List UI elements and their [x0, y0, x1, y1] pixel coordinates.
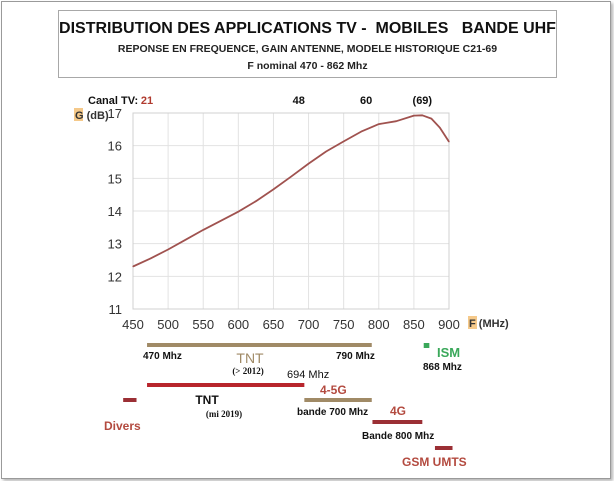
channel-row-label: Canal TV: — [88, 95, 138, 107]
band-label: 790 Mhz — [336, 351, 375, 362]
gain-data-point — [421, 114, 423, 116]
band-label: bande 700 Mhz — [297, 407, 368, 418]
gain-data-point — [378, 123, 380, 125]
x-tick-label: 600 — [227, 317, 249, 332]
gain-data-point — [255, 200, 257, 202]
channel-label: 21 — [141, 95, 153, 107]
band-bar-4-5g-700 — [304, 398, 372, 402]
chart-subtitle: REPONSE EN FREQUENCE, GAIN ANTENNE, MODE… — [117, 43, 498, 55]
band-label: 4G — [390, 404, 406, 418]
gain-data-point — [439, 127, 441, 129]
gain-data-point — [325, 150, 327, 153]
band-label: TNT — [195, 393, 219, 407]
x-axis-label-marker — [468, 316, 477, 329]
gain-data-point — [149, 257, 152, 259]
title-box: DISTRIBUTION DES APPLICATIONS TV - MOBIL… — [58, 10, 557, 78]
band-label: Divers — [104, 419, 141, 433]
band-label: Bande 800 Mhz — [362, 431, 434, 442]
y-tick-label: 11 — [109, 302, 123, 317]
x-tick-label: 800 — [368, 317, 390, 332]
gain-data-point — [448, 141, 450, 143]
x-tick-label: 750 — [333, 317, 355, 332]
channel-label: 60 — [360, 95, 372, 107]
gain-data-point — [343, 140, 345, 143]
x-tick-label: 850 — [403, 317, 425, 332]
channel-label: (69) — [413, 95, 433, 107]
x-tick-label: 500 — [157, 317, 179, 332]
y-tick-label: 13 — [108, 237, 122, 252]
gain-data-point — [430, 117, 433, 120]
y-tick-label: 17 — [108, 106, 122, 121]
y-axis-label: G (dB) — [75, 110, 109, 122]
gain-data-point — [220, 220, 222, 222]
band-label: ISM — [437, 345, 460, 360]
gain-data-point — [360, 131, 362, 133]
x-tick-label: 450 — [122, 317, 144, 332]
band-label: (> 2012) — [232, 366, 263, 376]
x-tick-label: 650 — [263, 317, 285, 332]
band-label: (mi 2019) — [206, 409, 242, 419]
chart-nominal-range: F nominal 470 - 862 Mhz — [247, 60, 368, 72]
band-bar-4g-800 — [372, 420, 423, 424]
band-label: 868 Mhz — [423, 362, 462, 373]
band-label: 470 Mhz — [143, 351, 182, 362]
plot-area-border — [132, 112, 450, 310]
band-label: GSM UMTS — [402, 455, 467, 469]
gain-data-point — [272, 188, 275, 191]
gain-data-point — [237, 211, 239, 213]
x-tick-label: 900 — [438, 317, 460, 332]
band-label: 4-5G — [320, 383, 347, 397]
band-bar-tnt-pre2012 — [147, 343, 372, 347]
gain-data-point — [202, 229, 204, 231]
band-label: TNT — [236, 350, 264, 366]
channel-label: 48 — [293, 95, 305, 107]
gain-data-point — [413, 115, 415, 117]
x-axis-label: F (MHz) — [469, 318, 509, 330]
y-tick-label: 12 — [108, 269, 122, 284]
gain-data-point — [395, 120, 397, 122]
band-bar-tnt-2019 — [147, 383, 305, 387]
band-bar-ism — [423, 343, 430, 348]
y-tick-label: 15 — [108, 171, 122, 186]
y-axis-label-marker — [74, 108, 83, 121]
band-bar-divers — [123, 398, 137, 402]
gain-data-point — [167, 248, 169, 251]
x-tick-label: 550 — [192, 317, 214, 332]
gain-data-point — [185, 239, 187, 241]
y-tick-label: 16 — [108, 139, 122, 154]
gain-data-point — [307, 163, 310, 165]
band-bar-gsm-umts — [434, 446, 453, 450]
x-tick-label: 700 — [298, 317, 320, 332]
gain-data-point — [290, 176, 292, 178]
y-tick-label: 14 — [108, 204, 122, 219]
band-label: 694 Mhz — [287, 369, 329, 381]
gain-data-point — [132, 265, 134, 268]
chart-title: DISTRIBUTION DES APPLICATIONS TV - MOBIL… — [59, 20, 556, 37]
